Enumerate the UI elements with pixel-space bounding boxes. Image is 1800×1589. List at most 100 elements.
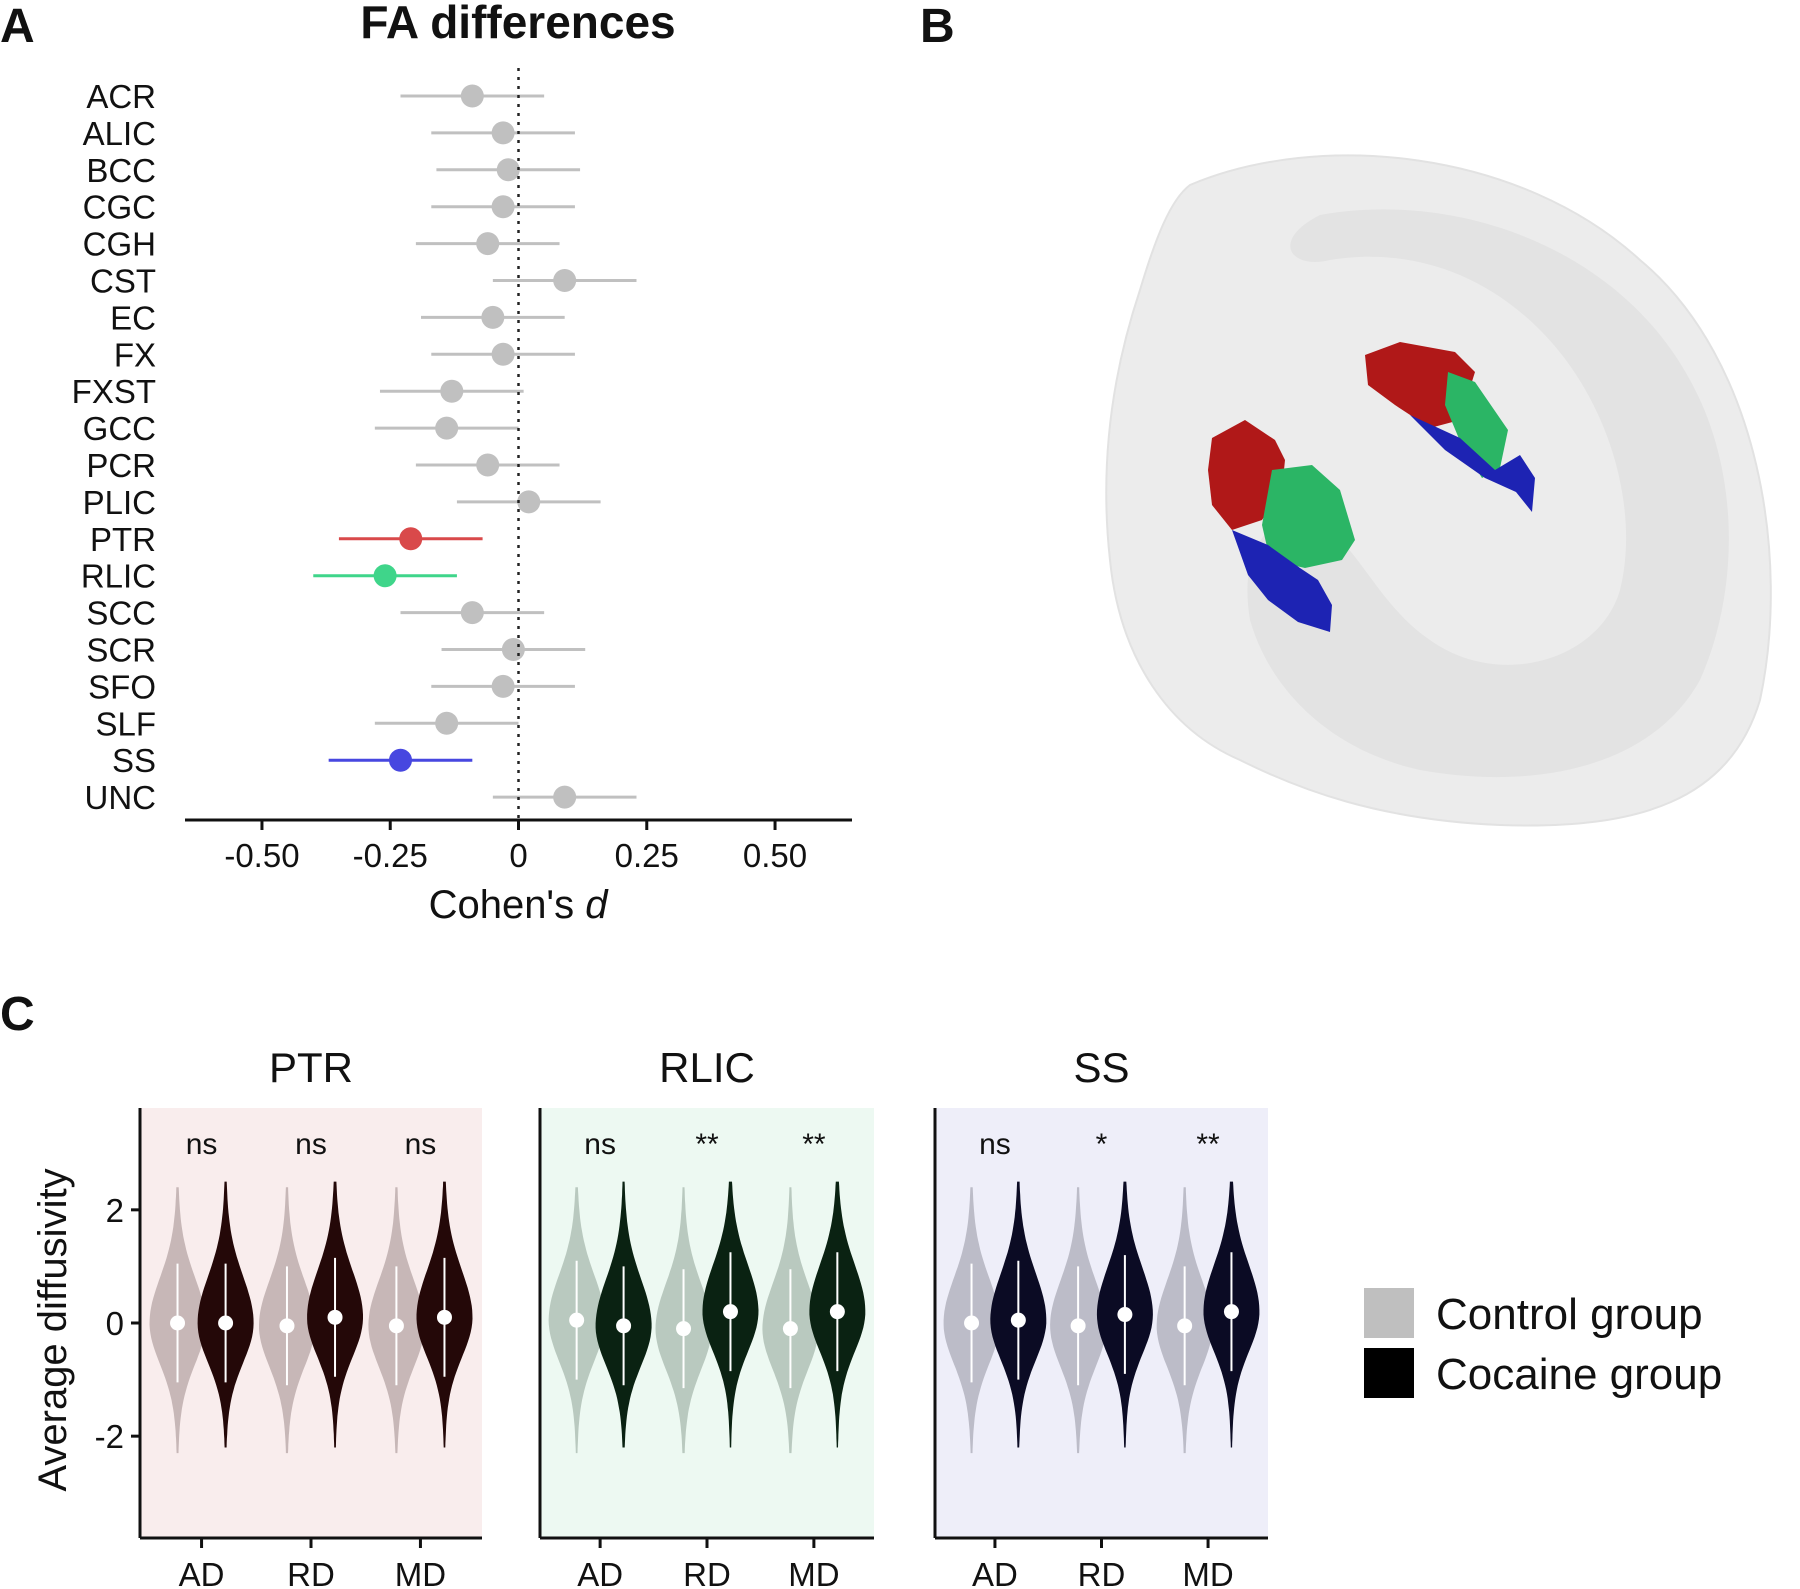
panel-label-c: C: [0, 988, 35, 1041]
forest-point: [435, 416, 459, 440]
forest-point: [491, 674, 515, 698]
forest-category-label: ALIC: [83, 115, 156, 152]
violin-panel: PTR ns AD ns RD ns MD: [138, 1044, 482, 1589]
forest-point: [440, 379, 464, 403]
brain-ventricle-shadow: [1247, 209, 1729, 778]
forest-point: [373, 564, 397, 588]
legend-swatch-cocaine: [1364, 1348, 1414, 1398]
forest-point: [481, 305, 505, 329]
forest-category-label: SCR: [86, 632, 156, 669]
forest-category-label: SCC: [86, 595, 156, 632]
violin-panel: SS ns AD * RD ** MD: [933, 1044, 1268, 1589]
significance-label: ns: [405, 1128, 437, 1161]
forest-point: [491, 121, 515, 145]
forest-rows: ACRALICBCCCGCCGHCSTECFXFXSTGCCPCRPLICPTR…: [72, 78, 637, 816]
brain-region-ss-right: [1410, 415, 1535, 512]
control-median-point: [1070, 1318, 1086, 1334]
forest-point: [553, 269, 577, 292]
significance-label: *: [1096, 1128, 1108, 1161]
violin-x-tick-label: RD: [683, 1556, 731, 1589]
panel-label-b: B: [920, 0, 955, 53]
cocaine-median-point: [829, 1304, 845, 1320]
violin-y-tick-label: 0: [106, 1305, 124, 1342]
control-median-point: [170, 1315, 186, 1331]
control-median-point: [964, 1315, 980, 1331]
cocaine-median-point: [616, 1318, 632, 1334]
control-median-point: [1177, 1318, 1193, 1334]
violin-x-tick-label: MD: [1182, 1556, 1233, 1589]
violin-x-tick-label: AD: [179, 1556, 225, 1589]
cocaine-median-point: [1223, 1304, 1239, 1320]
cocaine-median-point: [436, 1309, 452, 1325]
forest-category-label: BCC: [86, 152, 156, 189]
forest-category-label: UNC: [85, 779, 157, 816]
violin-panel-title: PTR: [269, 1044, 353, 1091]
violin-x-tick-label: MD: [395, 1556, 446, 1589]
forest-point: [476, 232, 500, 256]
brain-region-ptr-left: [1208, 420, 1285, 530]
violin-panel-title: SS: [1073, 1044, 1129, 1091]
violin-x-tick-label: MD: [788, 1556, 839, 1589]
forest-point: [460, 601, 484, 625]
forest-category-label: EC: [110, 299, 156, 336]
forest-category-label: PTR: [90, 521, 156, 558]
forest-point: [399, 527, 423, 551]
forest-point: [496, 158, 520, 182]
forest-tick-label: 0: [509, 837, 527, 874]
cocaine-median-point: [1010, 1312, 1026, 1328]
forest-category-label: CGH: [83, 226, 156, 263]
forest-category-label: RLIC: [81, 558, 156, 595]
forest-tick-label: 0.50: [743, 837, 807, 874]
forest-tick-label: 0.25: [615, 837, 679, 874]
forest-category-label: FX: [114, 336, 156, 373]
legend-swatch-control: [1364, 1288, 1414, 1338]
forest-point: [491, 195, 515, 219]
forest-category-label: CGC: [83, 189, 156, 226]
significance-label: ns: [979, 1128, 1011, 1161]
violin-panel: RLIC ns AD ** RD ** MD: [538, 1044, 874, 1589]
control-median-point: [569, 1312, 585, 1328]
violin-panel-title: RLIC: [659, 1044, 755, 1091]
forest-category-label: CST: [90, 263, 156, 300]
control-median-point: [279, 1318, 295, 1334]
forest-tick-label: -0.50: [224, 837, 299, 874]
significance-label: ns: [295, 1128, 327, 1161]
significance-label: ns: [584, 1128, 616, 1161]
significance-label: ns: [186, 1128, 218, 1161]
violin-x-tick-label: RD: [1078, 1556, 1126, 1589]
forest-point: [517, 490, 541, 514]
significance-label: **: [695, 1128, 719, 1161]
forest-ticks: -0.50 -0.25 0 0.25 0.50: [224, 820, 807, 874]
control-median-point: [782, 1321, 798, 1337]
forest-category-label: PLIC: [83, 484, 156, 521]
forest-plot: FA differences ACRALICBCCCGCCGHCSTECFXFX…: [72, 0, 852, 927]
brain-region-rlic-left: [1262, 465, 1355, 568]
violin-y-axis-label: Average diffusivity: [31, 1168, 75, 1491]
forest-category-label: SFO: [88, 668, 156, 705]
forest-title: FA differences: [360, 0, 675, 48]
brain-rendering: [1105, 154, 1772, 827]
legend-label-control: Control group: [1436, 1290, 1703, 1339]
legend-label-cocaine: Cocaine group: [1436, 1350, 1722, 1399]
violin-y-tick-label: -2: [95, 1418, 124, 1455]
forest-x-label-text: Cohen's: [429, 883, 586, 927]
brain-region-rlic-right: [1445, 372, 1508, 478]
control-median-point: [388, 1318, 404, 1334]
control-median-point: [676, 1321, 692, 1337]
significance-label: **: [1196, 1128, 1220, 1161]
cocaine-median-point: [1117, 1307, 1133, 1323]
violin-x-tick-label: RD: [287, 1556, 335, 1589]
forest-category-label: FXST: [72, 373, 156, 410]
violin-plots: Average diffusivity -2 0 2 PTR ns AD ns RD ns MD…: [31, 1044, 1268, 1589]
forest-x-axis-label: Cohen's d: [429, 883, 610, 927]
violin-x-tick-label: AD: [972, 1556, 1018, 1589]
forest-tick-label: -0.25: [353, 837, 428, 874]
forest-point: [491, 342, 515, 366]
significance-label: **: [802, 1128, 826, 1161]
forest-point: [388, 748, 412, 772]
forest-point: [460, 84, 484, 108]
violin-y-ticks: -2 0 2: [95, 1192, 140, 1455]
forest-point: [501, 638, 525, 661]
forest-point: [435, 711, 459, 735]
